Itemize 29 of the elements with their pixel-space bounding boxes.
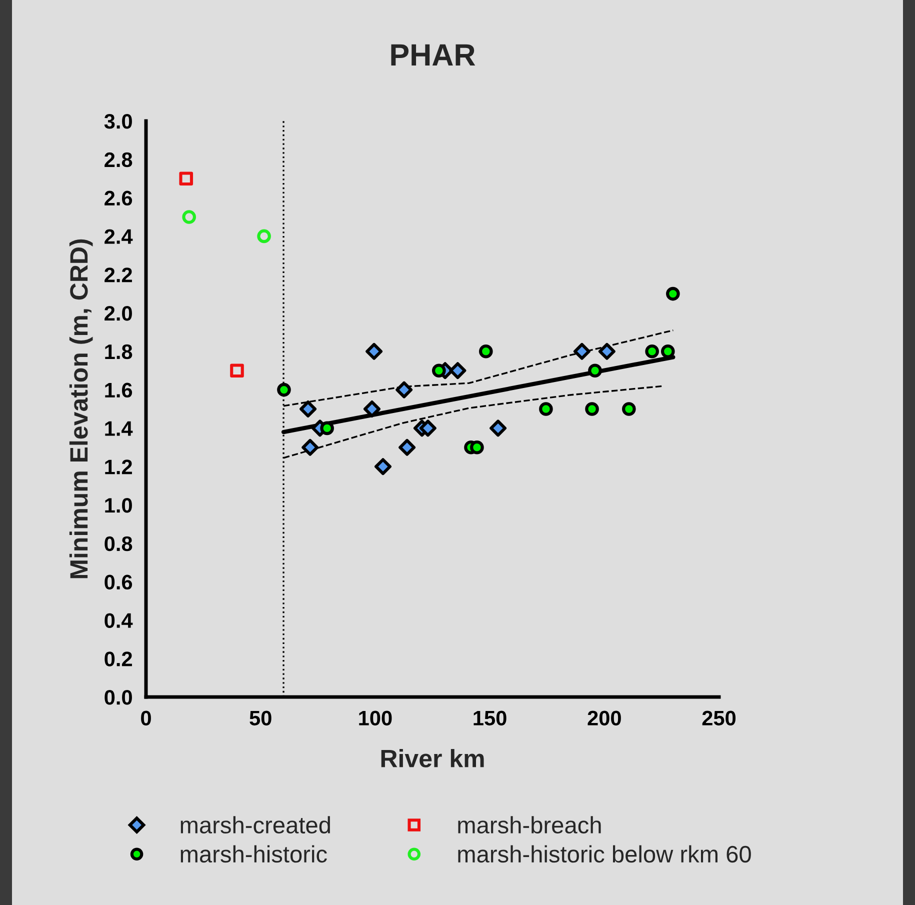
x-tick-label: 100: [359, 710, 392, 726]
x-axis-title: River km: [381, 749, 484, 768]
legend-label: marsh-created: [180, 816, 330, 834]
x-tick-label: 50: [250, 710, 272, 726]
y-tick-label: 2.6: [104, 190, 132, 206]
y-tick-label: 2.8: [104, 152, 132, 168]
y-tick-label: 0.0: [104, 690, 132, 705]
chart-title: PHAR: [391, 44, 476, 66]
y-tick-label: 0.2: [104, 652, 132, 666]
x-tick-label: 250: [702, 710, 736, 726]
y-tick-label: 1.8: [105, 344, 132, 360]
x-tick-label: 150: [474, 710, 506, 726]
y-tick-label: 2.2: [104, 268, 132, 282]
y-tick-label: 1.4: [105, 421, 133, 436]
y-axis-title: Minimum Elevation (m, CRD): [69, 239, 93, 578]
legend-label: marsh-historic: [180, 845, 327, 863]
y-tick-label: 0.4: [104, 613, 133, 628]
legend-label: marsh-historic below rkm 60: [458, 845, 751, 863]
y-tick-label: 2.0: [104, 306, 132, 321]
y-tick-label: 1.2: [105, 460, 132, 474]
y-tick-label: 1.0: [105, 498, 132, 513]
y-tick-label: 0.8: [104, 536, 132, 552]
y-tick-label: 2.4: [104, 229, 133, 244]
y-tick-label: 3.0: [104, 114, 132, 129]
x-tick-label: 200: [588, 710, 621, 726]
y-tick-label: 0.6: [104, 574, 132, 590]
y-tick-label: 1.6: [105, 382, 132, 398]
x-tick-label: 0: [141, 710, 151, 726]
legend-label: marsh-breach: [458, 816, 601, 834]
